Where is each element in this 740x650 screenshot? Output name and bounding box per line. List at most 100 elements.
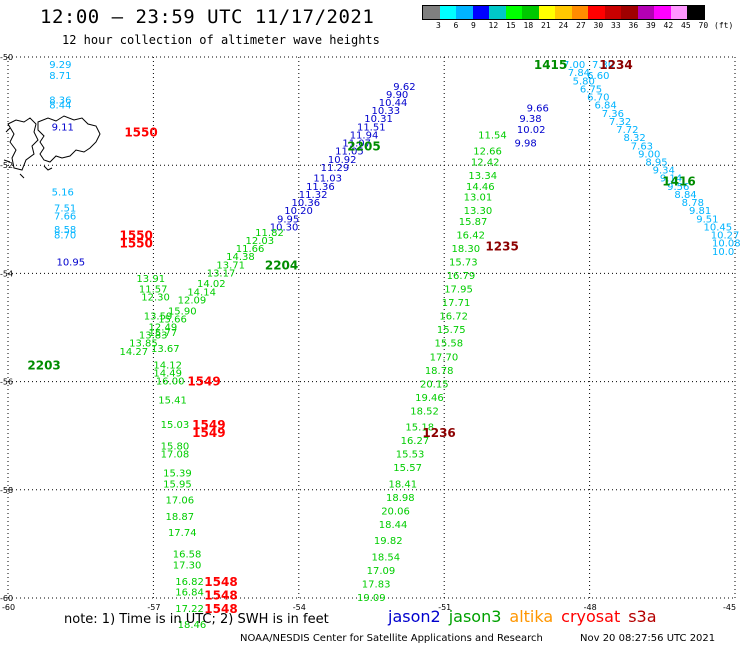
map-title: 12:00 — 23:59 UTC 11/17/2021 <box>40 6 375 28</box>
legend-level-label: 9 <box>471 21 476 30</box>
wave-height-value: 13.71 <box>216 260 245 271</box>
legend-level-label: 27 <box>576 21 586 30</box>
pass-time-label: 1549 <box>192 426 225 440</box>
wave-height-value: 13.30 <box>464 206 493 217</box>
wave-height-value: 10.30 <box>270 222 299 233</box>
wave-height-value: 12.66 <box>473 147 502 158</box>
wave-height-value: 7.32 <box>609 117 631 128</box>
wave-height-value: 15.95 <box>163 479 192 490</box>
legend-swatch <box>687 6 704 19</box>
legend-level-label: 15 <box>506 21 516 30</box>
wave-height-value: 18.54 <box>372 552 401 563</box>
wave-height-value: 16.00 <box>156 377 185 388</box>
legend-swatch <box>571 6 588 19</box>
satellite-legend-jason3: jason3 <box>448 607 502 626</box>
legend-swatch <box>423 6 440 19</box>
wave-height-value: 7.72 <box>616 125 638 136</box>
wave-height-value: 10.08 <box>712 239 740 250</box>
legend-level-label: 6 <box>453 21 459 30</box>
pass-time-label: 1550 <box>119 237 152 251</box>
wave-height-value: 15.53 <box>396 450 425 461</box>
legend-swatch <box>588 6 605 19</box>
wave-height-value: 15.58 <box>435 339 464 350</box>
altimeter-track: 9.629.9010.4410.3310.3111.5111.9411.0711… <box>270 82 416 234</box>
legend-level-label: 42 <box>663 21 674 30</box>
legend-swatch <box>505 6 522 19</box>
wave-height-value: 14.49 <box>153 368 182 379</box>
wave-height-value: 12.03 <box>245 236 274 247</box>
legend-level-label: 70 <box>698 21 709 30</box>
legend-level-label: 24 <box>558 21 569 30</box>
wave-height-value: 8.71 <box>49 71 71 82</box>
wave-height-value: 8.44 <box>49 101 71 112</box>
wave-height-value: 16.84 <box>175 588 204 599</box>
wave-height-value: 15.80 <box>161 442 190 453</box>
legend-swatch <box>654 6 671 19</box>
pass-time-label: 1234 <box>599 58 632 72</box>
wave-height-value: 17.22 <box>175 604 204 615</box>
pass-time-label: 1416 <box>662 174 695 188</box>
wave-height-value: 18.78 <box>425 366 454 377</box>
wave-height-value: 11.66 <box>236 244 265 255</box>
map-subtitle: 12 hour collection of altimeter wave hei… <box>62 33 380 47</box>
legend-level-label: 3 <box>436 21 441 30</box>
wave-height-value: 9.11 <box>52 122 74 133</box>
wave-height-value: 19.82 <box>374 536 403 547</box>
wave-height-value: 9.34 <box>653 166 675 177</box>
wave-height-value: 9.62 <box>393 82 415 93</box>
wave-height-value: 14.02 <box>197 279 226 290</box>
pass-time-label: 1549 <box>187 375 220 389</box>
wave-height-value: 9.56 <box>667 182 689 193</box>
wave-height-value: 17.08 <box>161 450 190 461</box>
wave-height-value: 15.39 <box>163 469 192 480</box>
wave-height-value: 14.27 <box>119 347 148 358</box>
longitude-label: -45 <box>723 603 736 612</box>
wave-height-value: 7.66 <box>54 212 76 223</box>
legend-level-label: 30 <box>593 21 604 30</box>
longitude-label: -51 <box>438 603 451 612</box>
wave-height-value: 15.41 <box>158 396 187 407</box>
longitude-label: -48 <box>584 603 597 612</box>
wave-height-value: 10.0 <box>712 247 734 258</box>
latitude-label: -60 <box>0 594 13 603</box>
wave-height-value: 11.51 <box>357 122 386 133</box>
credit-line: NOAA/NESDIS Center for Satellite Applica… <box>240 633 543 644</box>
wave-height-value: 8.78 <box>682 198 704 209</box>
legend-swatch <box>637 6 654 19</box>
pass-time-label: 1548 <box>204 575 237 589</box>
wave-height-value: 20.06 <box>381 506 410 517</box>
wave-height-value: 8.36 <box>49 95 71 106</box>
wave-height-value: 11.07 <box>342 139 371 150</box>
legend-swatch <box>555 6 572 19</box>
pass-time-label: 1236 <box>422 426 455 440</box>
wave-height-value: 16.42 <box>456 231 485 242</box>
legend-swatch <box>538 6 555 19</box>
wave-height-value: 12.30 <box>141 293 170 304</box>
legend-unit-label: (ft) <box>714 21 734 30</box>
wave-height-value: 10.27 <box>711 231 740 242</box>
wave-height-value: 7.84 <box>568 68 590 79</box>
wave-height-value: 11.36 <box>306 182 335 193</box>
wave-height-value: 20.15 <box>420 379 449 390</box>
wave-height-value: 13.01 <box>464 193 493 204</box>
wave-height-value: 12.42 <box>471 157 500 168</box>
falkland-east-island <box>37 115 101 163</box>
wave-height-value: 17.74 <box>168 528 197 539</box>
legend-swatch <box>522 6 539 19</box>
wave-height-value: 9.29 <box>49 60 71 71</box>
wave-height-value: 12.49 <box>149 323 178 334</box>
wave-height-value: 14.12 <box>153 360 182 371</box>
longitude-label: -54 <box>293 603 306 612</box>
legend-swatch <box>604 6 621 19</box>
wave-height-color-legend: 3 6 9 12 15 18 21 24 27 30 33 36 39 42 45 70 (ft) <box>422 5 733 30</box>
altimeter-track: 11.8212.0311.6614.3813.7113.1714.0214.14… <box>119 228 283 358</box>
wave-height-value: 10.20 <box>284 206 313 217</box>
satellite-legend-s3a: s3a <box>628 607 657 626</box>
longitude-label: -57 <box>147 603 160 612</box>
pass-time-label: 2204 <box>265 258 298 272</box>
legend-swatch <box>670 6 687 19</box>
wave-height-value: 7.30 <box>592 60 614 71</box>
legend-level-label: 18 <box>523 21 534 30</box>
wave-height-value: 9.00 <box>638 149 660 160</box>
